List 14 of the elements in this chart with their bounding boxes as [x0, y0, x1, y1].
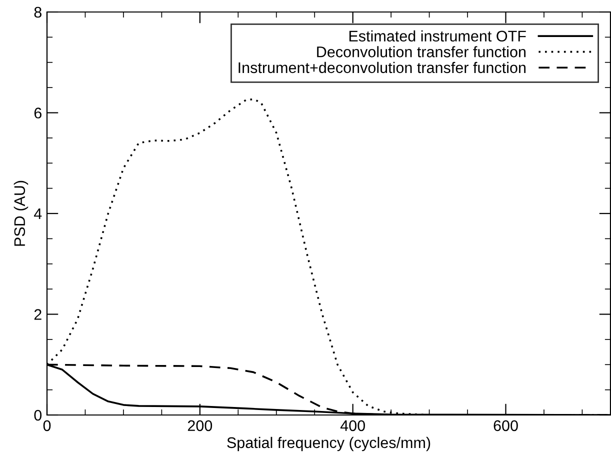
- legend-label: Estimated instrument OTF: [349, 30, 526, 42]
- x-axis-title: Spatial frequency (cycles/mm): [227, 436, 430, 452]
- y-tick-label: 6: [34, 108, 42, 118]
- y-axis-title: PSD (AU): [14, 180, 28, 246]
- legend-label: Deconvolution transfer function: [317, 46, 526, 58]
- x-tick-label: 0: [43, 420, 51, 432]
- y-tick-label: 2: [34, 309, 42, 320]
- y-tick-label: 0: [34, 410, 42, 421]
- x-tick-label: 200: [188, 420, 212, 432]
- y-tick-label: 8: [34, 6, 42, 18]
- legend-label: Instrument+deconvolution transfer function: [238, 62, 526, 74]
- x-tick-label: 600: [494, 420, 518, 432]
- x-tick-label: 400: [340, 420, 365, 432]
- y-tick-label: 4: [34, 208, 42, 220]
